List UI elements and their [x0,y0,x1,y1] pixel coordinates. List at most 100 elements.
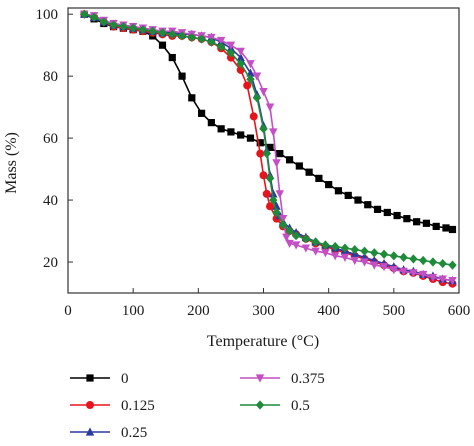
data-point [291,241,301,250]
legend-marker [86,374,94,382]
data-point [197,109,206,117]
y-tick-label: 60 [43,131,58,147]
data-point [340,243,350,253]
data-point [158,41,167,49]
data-point [148,26,157,36]
data-point [301,244,311,253]
data-point [226,48,236,58]
data-point [236,52,245,62]
legend-label: 0.5 [291,398,310,414]
data-point [197,34,206,44]
legend-item: 0.5 [240,398,310,414]
data-point [187,32,197,43]
data-point [291,231,301,241]
data-point [428,257,438,267]
plot-frame [67,7,460,294]
legend-item: 0.375 [240,371,325,387]
data-point [315,174,323,182]
data-point [188,94,196,102]
data-point [262,148,271,159]
data-point [109,20,118,30]
data-point [138,25,148,35]
data-point [344,191,352,200]
legend-label: 0.375 [291,371,325,387]
data-point [259,171,268,180]
data-point [334,187,343,195]
data-point [278,215,288,224]
data-point [275,190,284,199]
data-point [272,207,281,218]
data-point [207,37,216,47]
data-point [399,252,408,262]
y-axis-label: Mass (%) [3,132,20,194]
data-point [360,258,369,267]
data-point [119,21,128,32]
data-point [252,93,262,103]
data-point [418,255,428,266]
legend-marker [255,400,265,410]
data-point [262,189,271,198]
data-point [243,81,252,90]
legend-marker [85,427,95,436]
data-point [305,168,313,176]
data-point [266,202,275,211]
data-point [265,173,275,183]
x-tick-label: 0 [64,303,72,319]
data-point [301,234,311,244]
data-point [379,263,389,272]
data-point [216,36,226,46]
data-point [448,260,457,270]
data-point [265,103,275,112]
data-point [409,254,418,264]
data-point [350,245,359,255]
data-point [448,277,457,286]
y-tick-label: 100 [36,7,59,23]
data-point [330,241,340,252]
data-point [80,9,89,19]
x-tick-label: 400 [317,303,340,319]
data-point [249,112,258,121]
data-point [325,180,333,189]
data-point [266,143,274,152]
data-point [364,201,372,209]
data-point [373,205,382,213]
data-point [389,266,399,275]
data-point [383,208,391,217]
data-point [256,149,265,158]
data-point [285,239,294,249]
data-point [217,125,225,133]
data-point [99,17,109,27]
data-point [89,12,99,22]
x-tick-label: 300 [252,303,275,319]
data-point [350,256,359,266]
data-point [403,215,411,223]
legend-label: 0 [121,371,129,387]
data-point [285,226,294,236]
data-point [216,42,226,52]
legend-marker [255,374,265,383]
data-point [370,248,379,258]
data-point [269,128,278,137]
x-tick-label: 100 [122,303,145,319]
data-point [393,211,401,220]
data-point [360,246,369,256]
data-point [177,31,187,41]
legend-marker [86,401,94,409]
plot-axes: 0 100 200 300 400 500 600 20 40 60 80 100 [36,7,471,319]
data-point [432,222,440,230]
data-point [158,28,167,38]
x-tick-label: 200 [187,303,210,319]
plot-series [80,9,457,288]
data-point [321,240,330,250]
data-point [178,72,186,80]
data-point [370,261,379,270]
data-point [278,220,288,230]
data-point [428,273,438,283]
data-point [227,128,235,136]
data-point [168,29,177,39]
data-point [246,60,255,69]
legend-label: 0.125 [121,398,155,414]
data-point [311,237,320,247]
data-point [272,159,281,168]
